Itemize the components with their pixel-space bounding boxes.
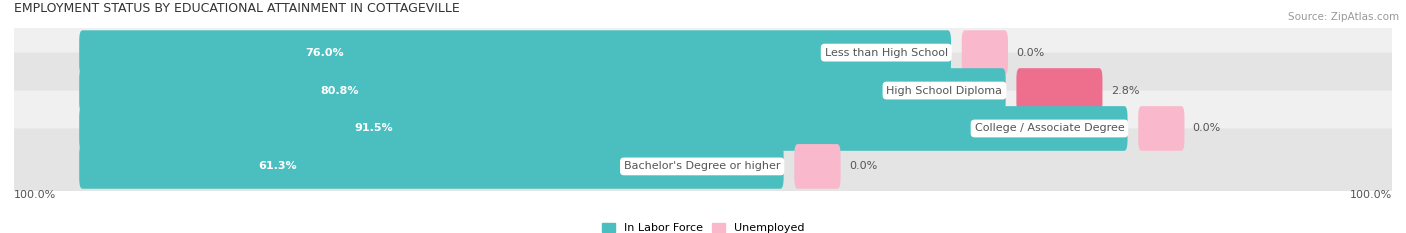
FancyBboxPatch shape [962,30,1008,75]
FancyBboxPatch shape [8,53,1398,128]
Text: Bachelor's Degree or higher: Bachelor's Degree or higher [624,161,780,171]
FancyBboxPatch shape [79,68,1005,113]
FancyBboxPatch shape [1017,68,1102,113]
Text: Less than High School: Less than High School [825,48,948,58]
Text: 80.8%: 80.8% [321,86,360,96]
FancyBboxPatch shape [8,91,1398,166]
FancyBboxPatch shape [8,128,1398,204]
Text: 61.3%: 61.3% [259,161,297,171]
Text: High School Diploma: High School Diploma [887,86,1002,96]
Text: EMPLOYMENT STATUS BY EDUCATIONAL ATTAINMENT IN COTTAGEVILLE: EMPLOYMENT STATUS BY EDUCATIONAL ATTAINM… [14,2,460,15]
Text: Source: ZipAtlas.com: Source: ZipAtlas.com [1288,12,1399,22]
FancyBboxPatch shape [8,15,1398,91]
Text: 0.0%: 0.0% [1192,123,1220,134]
Text: 2.8%: 2.8% [1111,86,1139,96]
Text: College / Associate Degree: College / Associate Degree [974,123,1125,134]
FancyBboxPatch shape [79,144,783,189]
Legend: In Labor Force, Unemployed: In Labor Force, Unemployed [598,218,808,233]
Text: 76.0%: 76.0% [305,48,344,58]
FancyBboxPatch shape [79,30,950,75]
FancyBboxPatch shape [79,106,1128,151]
Text: 100.0%: 100.0% [14,190,56,200]
Text: 0.0%: 0.0% [1017,48,1045,58]
Text: 100.0%: 100.0% [1350,190,1392,200]
Text: 91.5%: 91.5% [354,123,394,134]
FancyBboxPatch shape [1139,106,1184,151]
FancyBboxPatch shape [794,144,841,189]
Text: 0.0%: 0.0% [849,161,877,171]
